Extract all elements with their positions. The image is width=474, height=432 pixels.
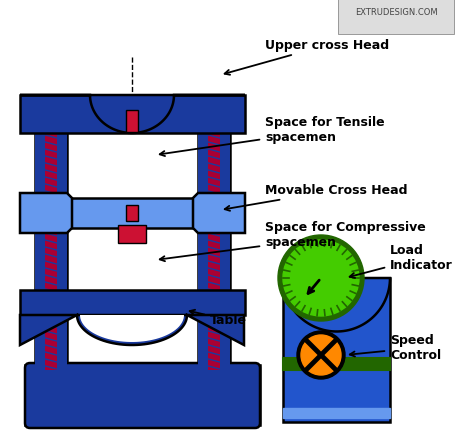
Polygon shape bbox=[35, 100, 45, 375]
Polygon shape bbox=[126, 110, 138, 132]
Polygon shape bbox=[283, 278, 390, 331]
Polygon shape bbox=[283, 278, 390, 422]
Polygon shape bbox=[57, 198, 208, 228]
Text: Space for Tensile
spacemen: Space for Tensile spacemen bbox=[160, 116, 384, 156]
Polygon shape bbox=[126, 205, 138, 221]
Polygon shape bbox=[20, 193, 72, 233]
Polygon shape bbox=[20, 290, 245, 315]
Text: Space for Compressive
spacemen: Space for Compressive spacemen bbox=[160, 221, 426, 261]
Polygon shape bbox=[20, 95, 245, 133]
Polygon shape bbox=[25, 365, 260, 425]
Text: Speed
Control: Speed Control bbox=[350, 334, 441, 362]
Polygon shape bbox=[38, 105, 64, 370]
Polygon shape bbox=[20, 95, 245, 133]
Polygon shape bbox=[220, 100, 230, 375]
Circle shape bbox=[283, 240, 359, 316]
Polygon shape bbox=[198, 100, 208, 375]
Polygon shape bbox=[198, 100, 230, 375]
Text: EXTRUDESIGN.COM: EXTRUDESIGN.COM bbox=[355, 8, 438, 17]
Polygon shape bbox=[193, 193, 245, 233]
Circle shape bbox=[278, 235, 364, 321]
Polygon shape bbox=[118, 225, 146, 243]
Text: Load
Indicator: Load Indicator bbox=[350, 244, 453, 278]
Polygon shape bbox=[201, 105, 227, 370]
Circle shape bbox=[297, 331, 345, 379]
Circle shape bbox=[301, 335, 341, 375]
Polygon shape bbox=[283, 358, 390, 370]
Polygon shape bbox=[35, 100, 67, 375]
Text: Upper cross Head: Upper cross Head bbox=[225, 38, 389, 75]
Text: Table: Table bbox=[190, 310, 247, 327]
Polygon shape bbox=[20, 315, 244, 345]
Polygon shape bbox=[57, 100, 67, 375]
Text: Movable Cross Head: Movable Cross Head bbox=[225, 184, 408, 211]
FancyBboxPatch shape bbox=[25, 363, 260, 428]
Polygon shape bbox=[283, 408, 390, 418]
Polygon shape bbox=[80, 315, 184, 342]
